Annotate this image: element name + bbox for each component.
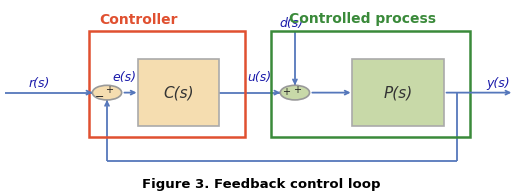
Text: y(s): y(s) [487,77,511,90]
Text: u(s): u(s) [247,72,271,84]
Text: +: + [105,85,113,95]
Bar [271,31,470,136]
Bar [352,59,444,126]
Text: e(s): e(s) [112,72,136,84]
Text: C(s): C(s) [163,85,194,100]
Ellipse shape [280,85,310,100]
Text: +: + [293,85,301,95]
Text: Controlled process: Controlled process [289,12,436,27]
Text: r(s): r(s) [29,77,50,90]
Text: Controller: Controller [99,12,177,27]
Text: Figure 3. Feedback control loop: Figure 3. Feedback control loop [142,178,380,191]
Text: P(s): P(s) [383,85,413,100]
Text: −: − [95,92,104,102]
Text: +: + [282,87,290,97]
Bar [138,59,219,126]
Text: d(s): d(s) [279,17,303,30]
Bar [89,31,245,136]
Ellipse shape [92,85,122,100]
